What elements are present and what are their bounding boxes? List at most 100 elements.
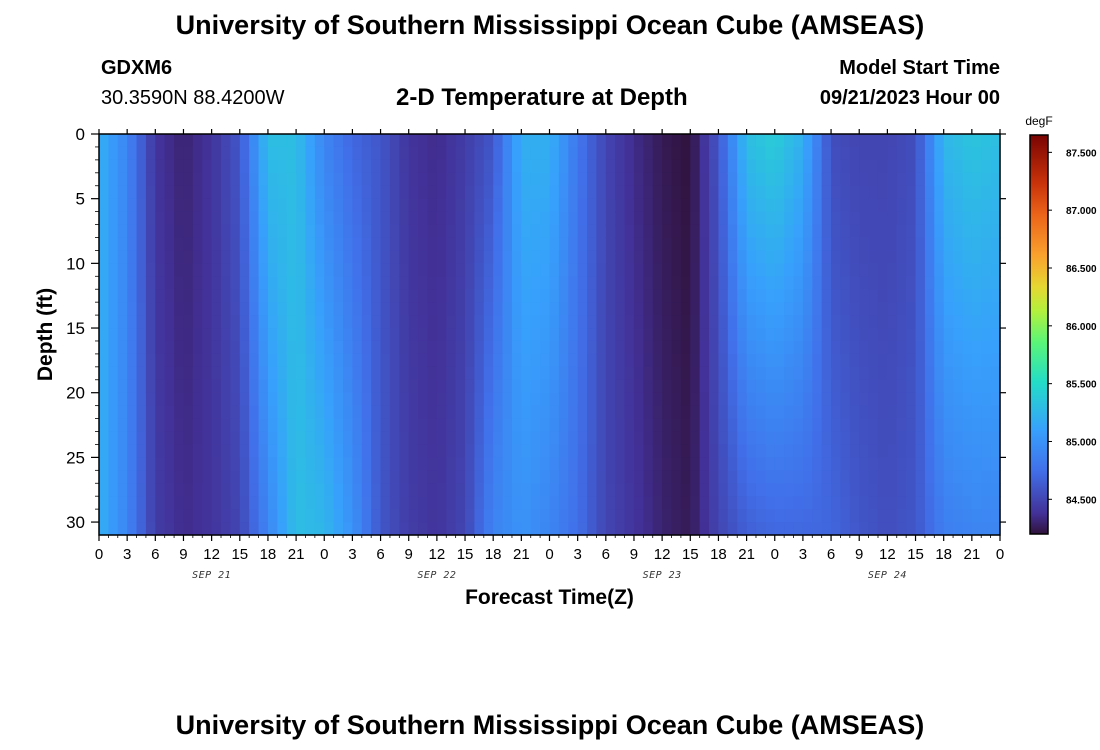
heatmap-cell [605,134,616,148]
heatmap-cell [164,250,175,264]
heatmap-cell [812,340,823,355]
heatmap-cell [690,185,701,200]
heatmap-cell [633,457,644,471]
heatmap-cell [446,250,457,264]
heatmap-cell [145,379,156,394]
heatmap-cell [633,172,644,187]
heatmap-cell [765,198,776,213]
heatmap-cell [521,379,532,394]
heatmap-cell [718,185,729,200]
heatmap-cell [258,353,269,368]
heatmap-cell [174,263,185,277]
heatmap-cell [99,289,109,303]
heatmap-cell [990,276,1001,290]
heatmap-cell [671,289,682,303]
heatmap-cell [849,263,860,277]
heatmap-cell [859,198,870,213]
heatmap-cell [699,237,710,252]
heatmap-cell [211,159,222,174]
heatmap-cell [145,522,156,536]
heatmap-cell [990,340,1001,355]
heatmap-cell [277,496,288,510]
heatmap-cell [774,289,785,303]
heatmap-cell [296,431,307,446]
heatmap-cell [709,340,720,355]
heatmap-cell [812,237,823,252]
heatmap-cell [577,366,588,381]
heatmap-cell [549,146,560,161]
heatmap-cell [230,444,241,458]
heatmap-cell [483,159,494,174]
heatmap-cell [596,263,607,277]
heatmap-cell [643,366,654,381]
heatmap-cell [934,224,945,239]
heatmap-cell [981,392,992,407]
heatmap-cell [727,340,738,355]
heatmap-cell [521,315,532,329]
heatmap-cell [709,392,720,407]
heatmap-cell [849,366,860,381]
heatmap-cell [727,444,738,458]
heatmap-cell [502,237,513,252]
heatmap-cell [296,522,307,536]
heatmap-cell [305,276,316,290]
heatmap-cell [164,134,175,148]
heatmap-cell [812,185,823,200]
heatmap-cell [868,496,879,510]
heatmap-cell [943,457,954,471]
heatmap-cell [117,134,128,148]
heatmap-cell [145,405,156,420]
heatmap-cell [221,470,231,484]
heatmap-cell [305,289,316,303]
heatmap-cell [305,405,316,420]
heatmap-cell [924,302,935,316]
heatmap-cell [352,302,363,316]
heatmap-cell [671,340,682,355]
heatmap-cell [540,496,551,510]
heatmap-cell [399,198,410,213]
heatmap-cell [474,444,485,458]
heatmap-cell [183,340,194,355]
heatmap-cell [249,392,260,407]
heatmap-cell [577,379,588,394]
heatmap-cell [765,340,776,355]
heatmap-cell [662,496,673,510]
heatmap-cell [343,146,354,161]
heatmap-cell [699,483,710,497]
heatmap-cell [737,198,748,213]
heatmap-cell [267,444,278,458]
colorbar-unit: degF [1025,114,1052,128]
heatmap-cell [709,457,720,471]
heatmap-cell [605,457,616,471]
heatmap-cell [380,211,391,226]
heatmap-cell [812,483,823,497]
heatmap-cell [155,250,166,264]
heatmap-cell [746,444,757,458]
heatmap-cell [765,366,776,381]
heatmap-cell [145,315,156,329]
heatmap-cell [587,392,598,407]
heatmap-cell [868,328,879,342]
heatmap-cell [587,302,598,316]
heatmap-cell [108,353,119,368]
heatmap-cell [549,353,560,368]
heatmap-cell [605,276,616,290]
heatmap-cell [953,353,964,368]
heatmap-cell [934,483,945,497]
heatmap-cell [887,172,898,187]
heatmap-cell [221,366,231,381]
heatmap-cell [652,392,663,407]
heatmap-cell [296,483,307,497]
heatmap-cell [408,457,419,471]
heatmap-cell [643,431,654,446]
heatmap-cell [690,431,701,446]
heatmap-cell [577,159,588,174]
heatmap-cell [333,276,344,290]
heatmap-cell [737,470,748,484]
heatmap-cell [615,483,626,497]
heatmap-cell [577,483,588,497]
heatmap-cell [868,509,879,523]
heatmap-cell [389,431,400,446]
heatmap-cell [615,379,626,394]
heatmap-cell [971,444,982,458]
